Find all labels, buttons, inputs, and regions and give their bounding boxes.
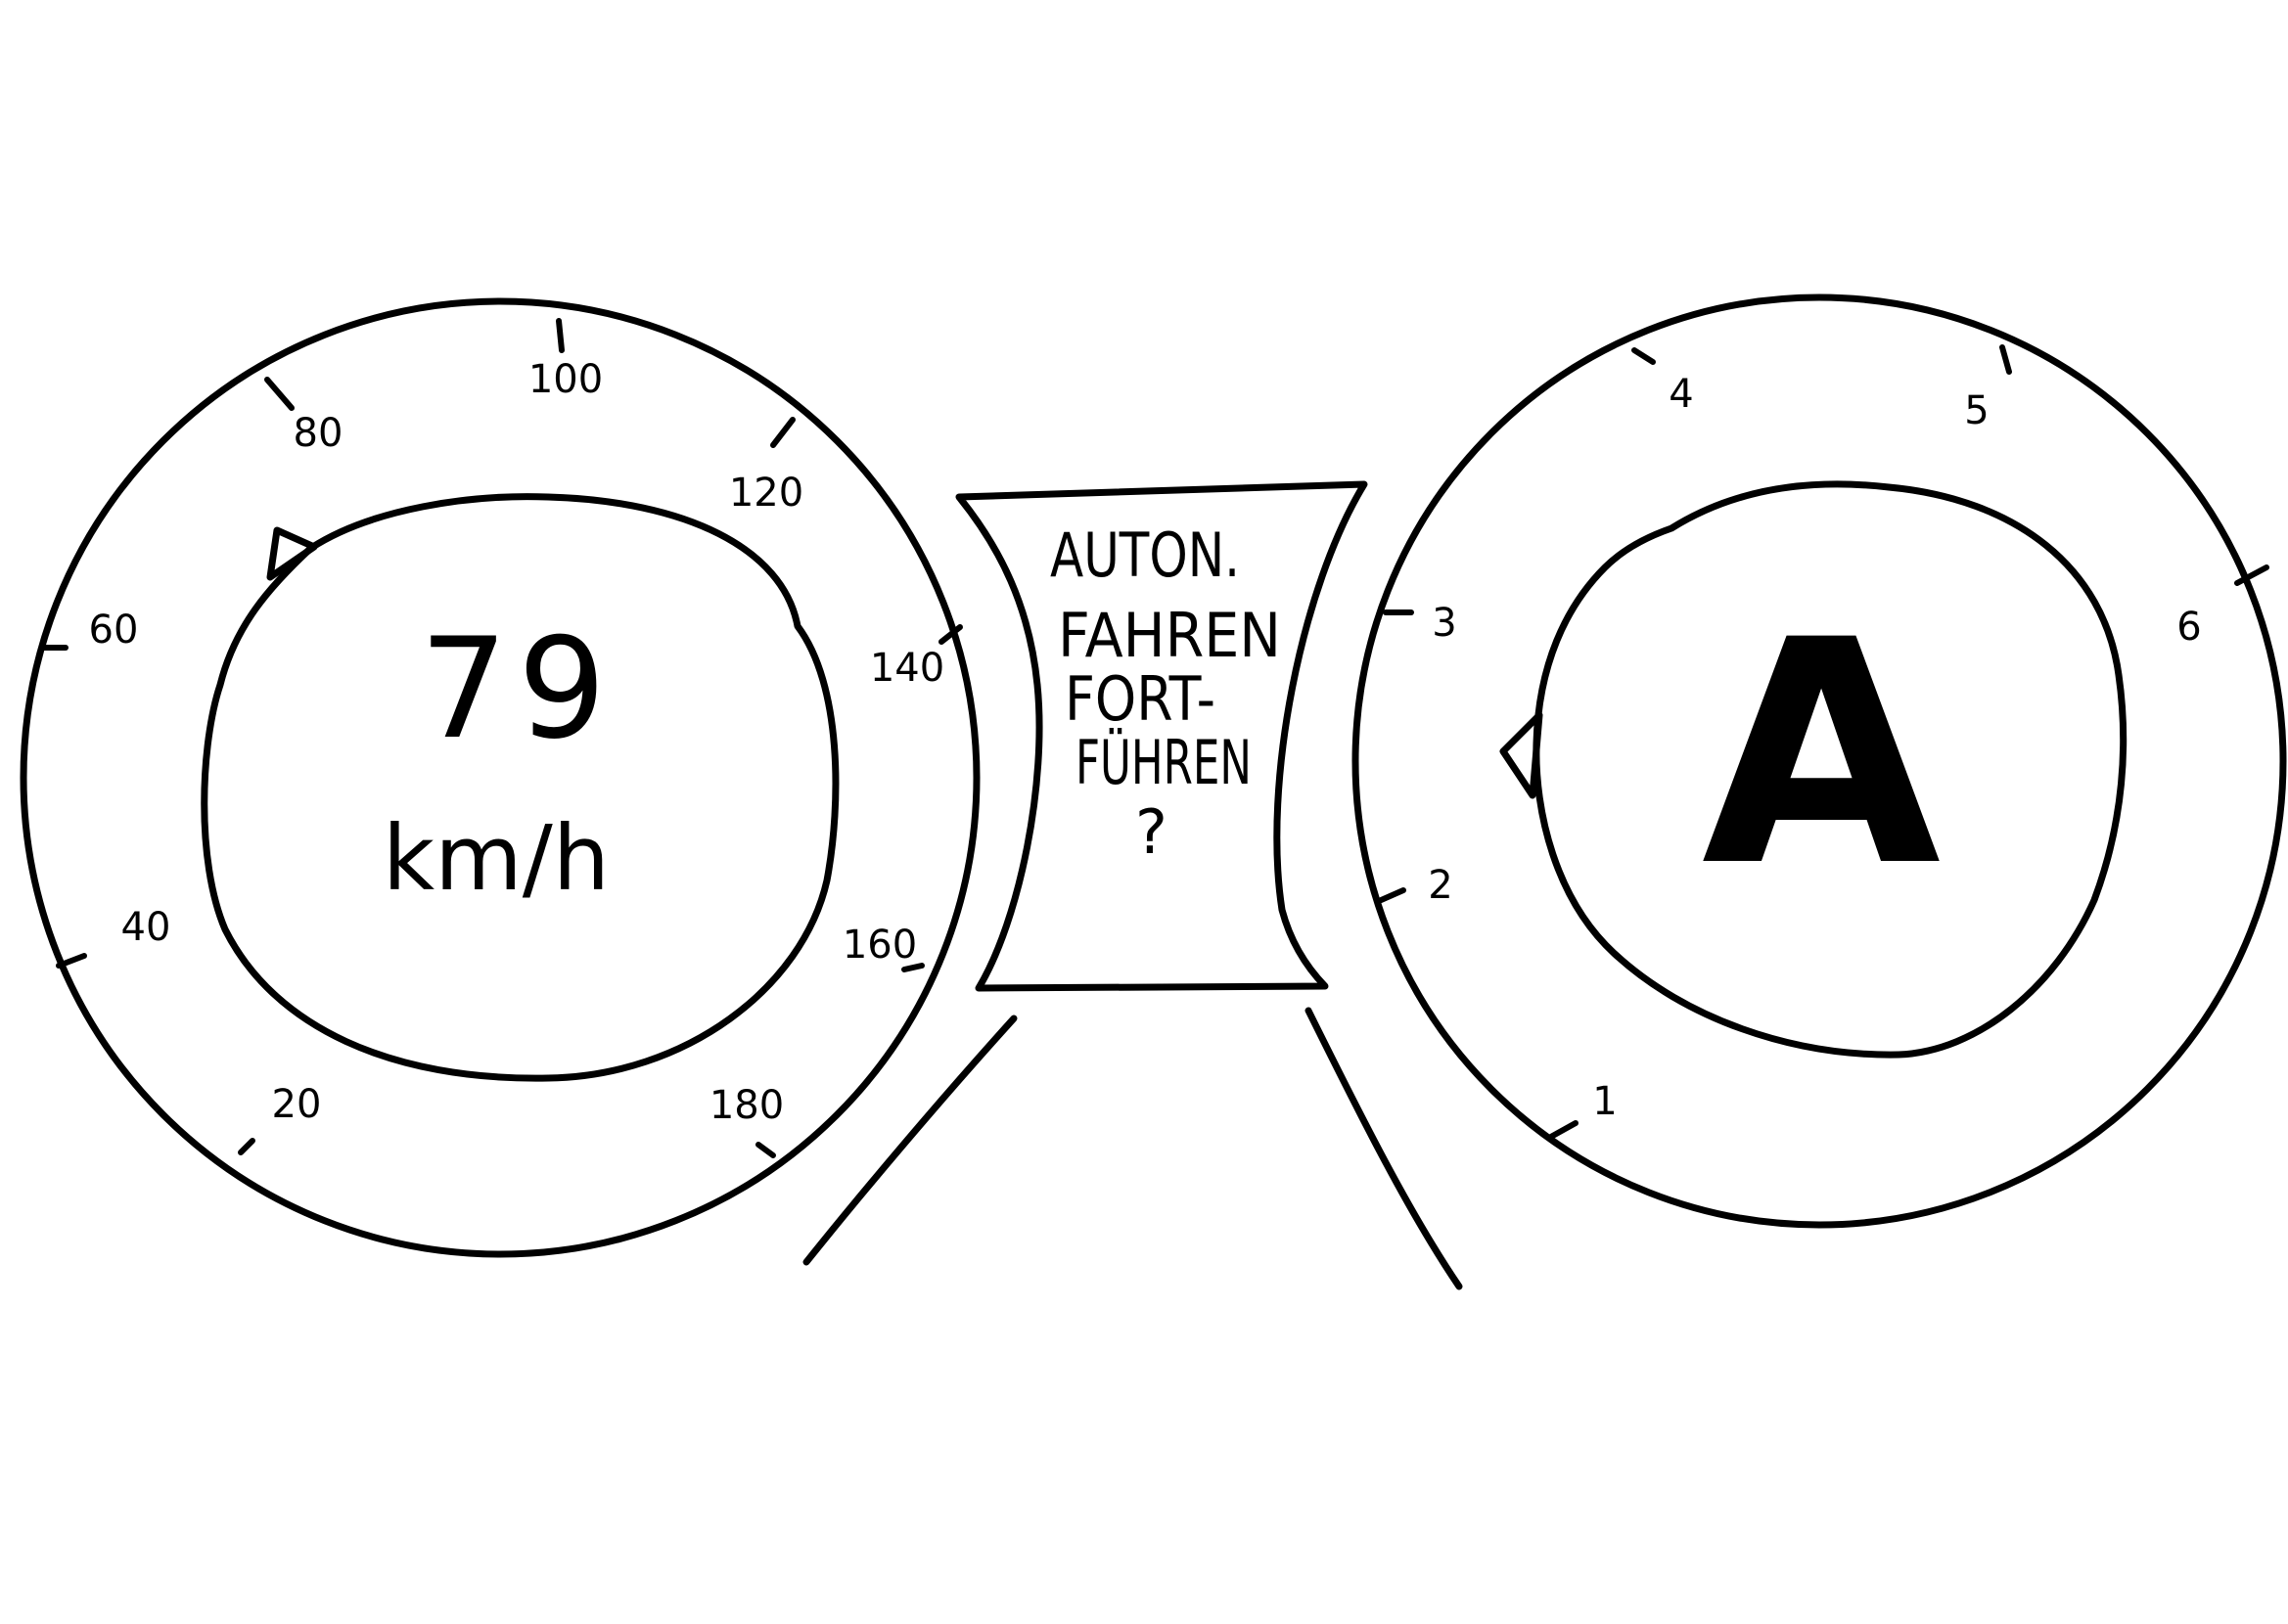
prompt-line-2: FAHREN [1058,600,1281,671]
gear-gauge-inner-dial [1533,480,2128,1059]
gear-tick-1 [1546,1120,1579,1141]
speed-tick-180 [755,1142,776,1158]
speed-tick-label-100: 100 [528,357,603,402]
speed-tick-label-80: 80 [294,411,343,456]
gear-gauge-outer-ring [1351,293,2287,1229]
prompt-question-mark: ? [1135,796,1167,868]
gear-tick-5 [1999,344,2012,375]
speed-tick-label-40: 40 [121,905,171,950]
prompt-line-4: FÜHREN [1075,727,1252,798]
speedometer-outer-ring [20,297,981,1258]
speed-tick-label-180: 180 [709,1083,784,1128]
gear-tick-6 [2234,564,2269,586]
speedometer-pointer [266,526,318,581]
speed-tick-label-60: 60 [89,608,139,653]
speedometer-inner-dial [201,493,840,1082]
speedometer: 20 40 60 80 100 120 140 160 180 79 km/h [20,297,981,1258]
speed-tick-40 [56,953,87,969]
gear-gauge: 1 2 3 4 5 6 A [1351,293,2287,1229]
gear-tick-label-4: 4 [1669,372,1693,417]
prompt-line-3: FORT- [1065,663,1215,735]
gear-tick-label-1: 1 [1592,1079,1617,1124]
gear-tick-label-2: 2 [1428,863,1452,908]
gear-value: A [1702,574,1944,934]
road-line-right [1304,1007,1463,1290]
gear-tick-label-6: 6 [2176,605,2201,650]
gear-tick-label-3: 3 [1432,601,1456,646]
speed-unit: km/h [383,806,610,911]
speed-tick-80 [264,377,295,411]
speed-tick-120 [770,417,796,448]
gear-tick-label-5: 5 [1964,388,1989,433]
speed-tick-label-20: 20 [272,1082,322,1127]
prompt-line-1: AUTON. [1050,519,1240,591]
gear-gauge-pointer [1499,711,1543,799]
speed-tick-label-160: 160 [843,923,917,968]
speed-value: 79 [420,609,617,770]
speed-tick-label-120: 120 [729,471,803,516]
speed-tick-20 [238,1138,255,1155]
gear-tick-4 [1631,347,1656,365]
prompt-panel-frame [955,480,1368,992]
speed-tick-160 [901,963,925,972]
road-line-left [802,1015,1018,1266]
autonomous-driving-prompt-panel[interactable]: AUTON. FAHREN FORT- FÜHREN ? [955,480,1368,992]
speed-tick-100 [556,318,565,353]
speed-tick-label-140: 140 [870,646,944,691]
gear-tick-2 [1376,887,1406,904]
speed-tick-140 [938,624,963,645]
